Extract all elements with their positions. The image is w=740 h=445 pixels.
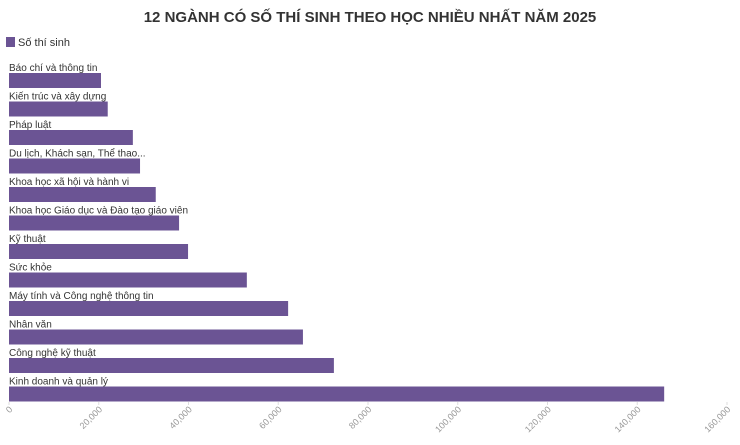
category-label: Sức khỏe xyxy=(9,262,52,274)
category-label: Công nghệ kỹ thuật xyxy=(9,348,96,359)
bar xyxy=(9,215,180,231)
category-label: Khoa học xã hội và hành vi xyxy=(9,177,129,188)
bar xyxy=(9,130,133,145)
bar xyxy=(9,158,141,174)
category-label: Máy tính và Công nghệ thông tin xyxy=(9,291,154,302)
x-tick-label: 0 xyxy=(4,404,15,415)
x-tick-label: 60,000 xyxy=(257,404,284,431)
bar xyxy=(9,272,247,288)
bar xyxy=(9,329,303,345)
x-tick-label: 120,000 xyxy=(523,404,553,434)
bar xyxy=(9,358,334,373)
x-tick-label: 40,000 xyxy=(167,404,194,431)
category-label: Báo chí và thông tin xyxy=(9,63,97,74)
category-label: Kỹ thuật xyxy=(9,234,46,245)
category-label: Kiến trúc và xây dựng xyxy=(9,91,106,103)
x-tick-label: 20,000 xyxy=(78,404,105,431)
category-label: Khoa học Giáo dục và Đào tạo giáo viên xyxy=(9,206,188,217)
category-label: Nhân văn xyxy=(9,320,52,331)
bar xyxy=(9,386,665,402)
category-label: Pháp luật xyxy=(9,120,51,131)
bar xyxy=(9,301,289,316)
category-label: Du lịch, Khách sạn, Thể thao... xyxy=(9,148,146,160)
x-tick-label: 100,000 xyxy=(433,404,463,434)
legend-swatch xyxy=(6,37,15,47)
bar xyxy=(9,101,108,117)
x-tick-label: 140,000 xyxy=(613,404,643,434)
legend-label: Số thí sinh xyxy=(18,37,70,49)
category-label: Kinh doanh và quản lý xyxy=(9,377,108,388)
chart-title: 12 NGÀNH CÓ SỐ THÍ SINH THEO HỌC NHIỀU N… xyxy=(144,8,597,26)
x-tick-label: 80,000 xyxy=(347,404,374,431)
bar xyxy=(9,187,156,202)
bar xyxy=(9,73,101,88)
bar xyxy=(9,244,189,259)
x-tick-label: 160,000 xyxy=(702,404,732,434)
